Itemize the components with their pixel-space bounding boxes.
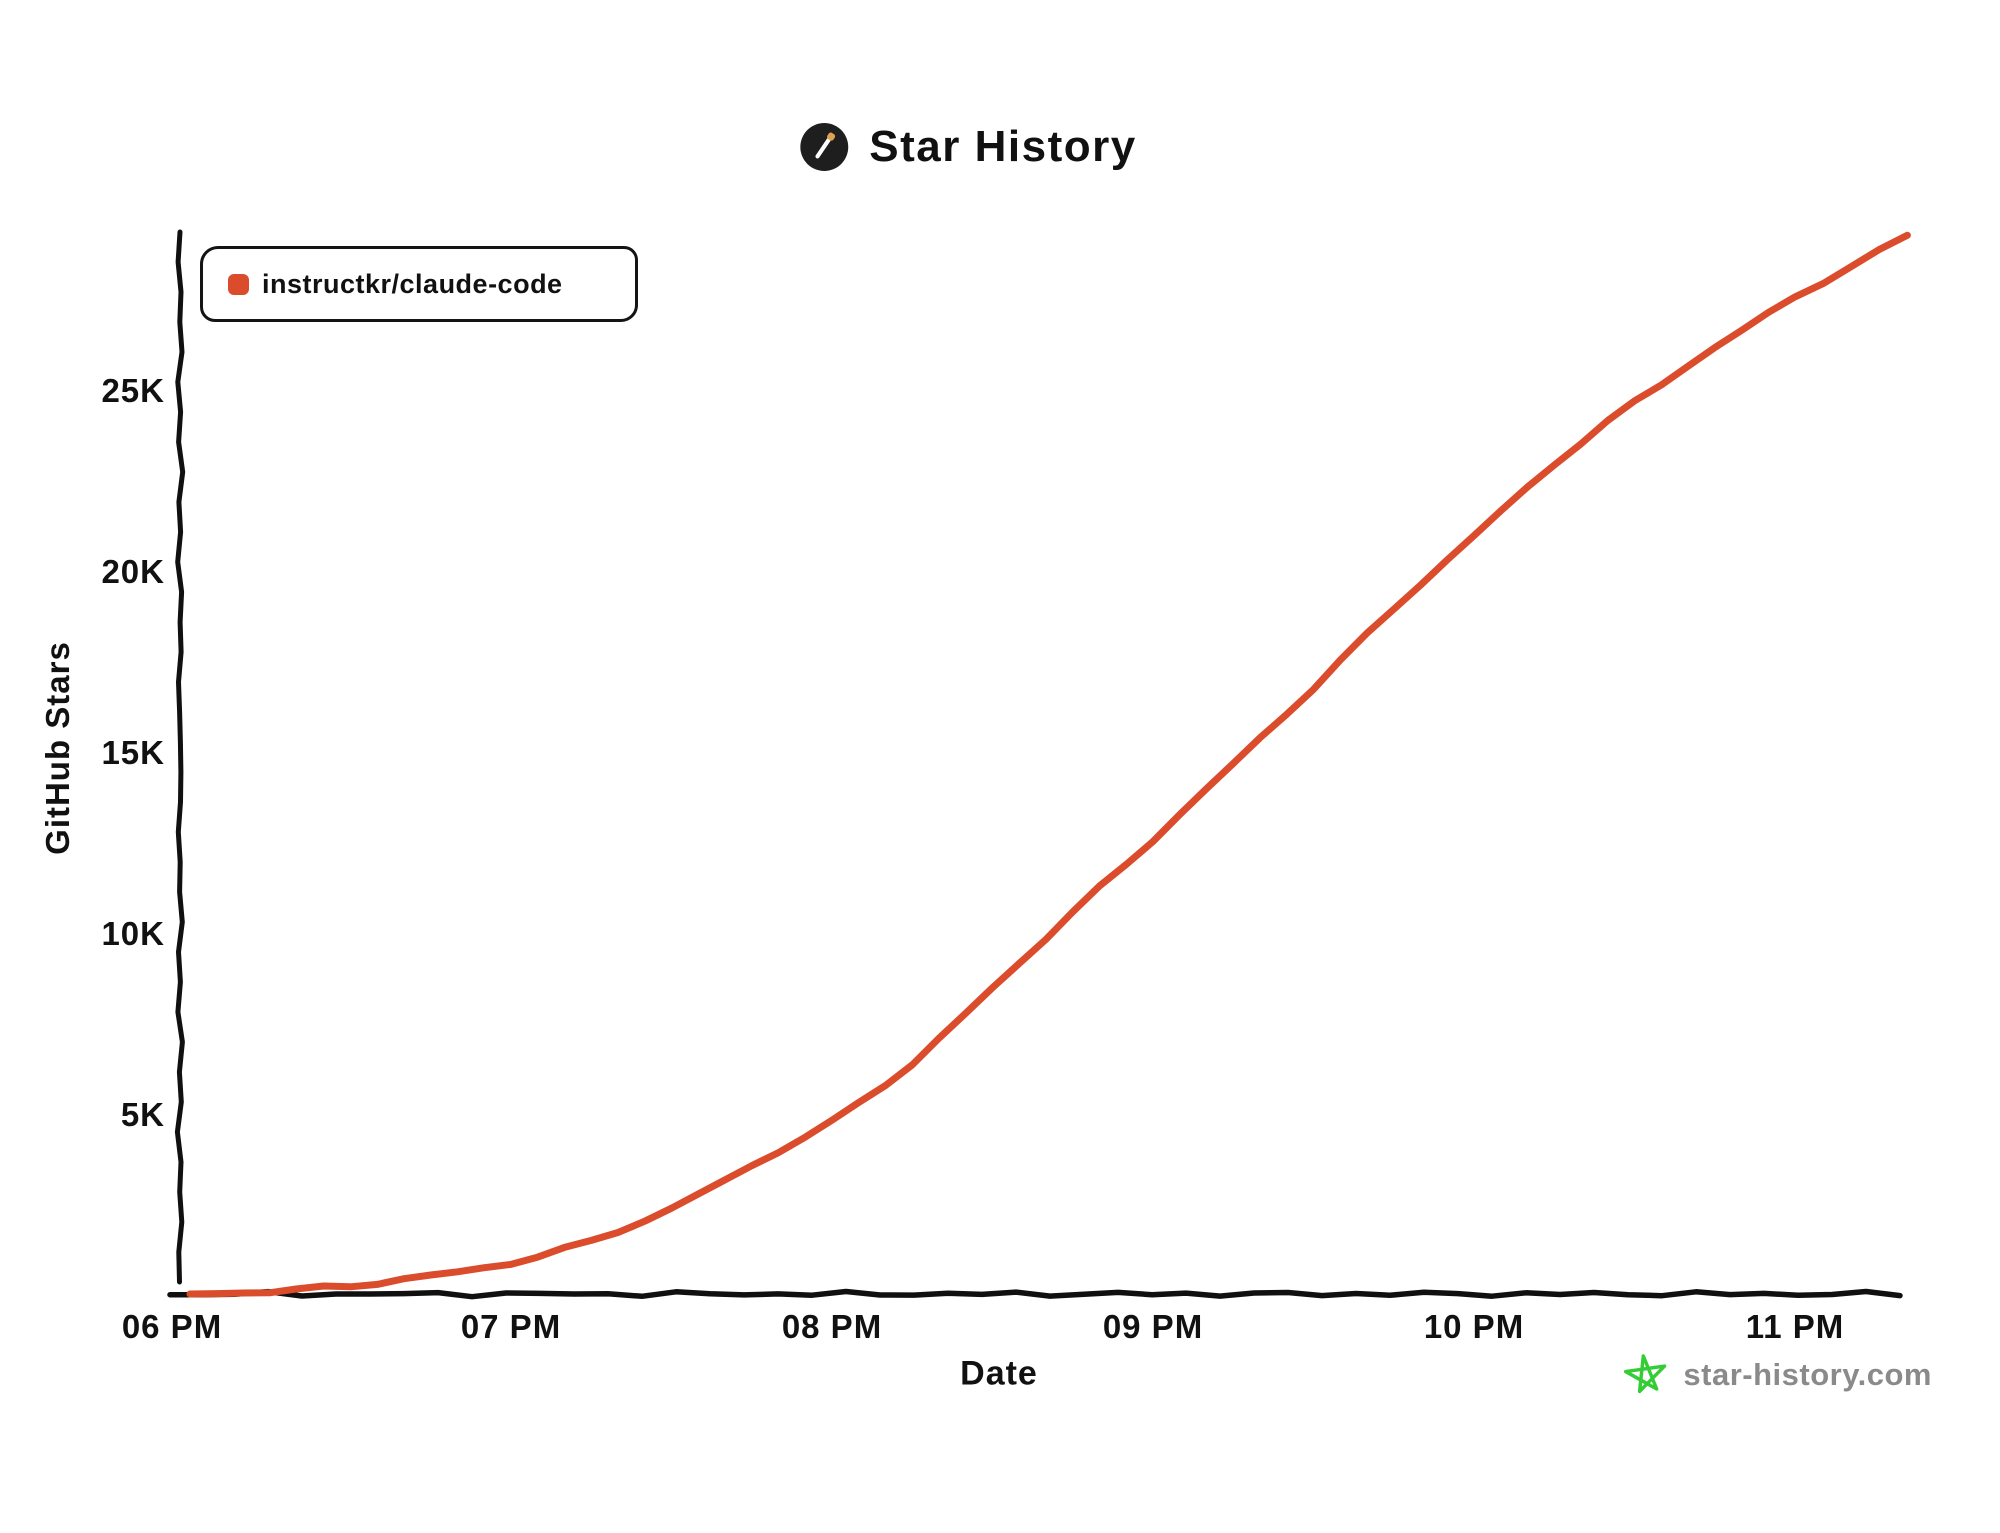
y-tick-label: 15K <box>101 734 165 771</box>
page-title: Star History <box>869 122 1137 171</box>
y-tick-label: 25K <box>101 372 165 409</box>
x-tick-label: 10 PM <box>1423 1308 1525 1345</box>
legend-box: instructkr/claude-code <box>200 246 638 322</box>
chart-header: Star History <box>799 122 1136 172</box>
x-axis-title: Date <box>960 1354 1038 1393</box>
legend-series-marker <box>228 273 249 295</box>
y-axis-line <box>174 229 186 1285</box>
y-tick-label: 5K <box>120 1096 165 1133</box>
watermark-text: star-history.com <box>1683 1357 1932 1392</box>
y-tick-label: 10K <box>101 915 165 952</box>
y-axis-title: GitHub Stars <box>39 641 76 855</box>
x-axis-line <box>167 1288 1903 1300</box>
x-tick-label: 11 PM <box>1745 1308 1845 1345</box>
x-tick-label: 08 PM <box>781 1308 883 1345</box>
green-star-icon <box>1624 1354 1667 1394</box>
star-history-logo-icon <box>800 123 849 171</box>
y-tick-label: 20K <box>101 553 165 590</box>
legend-series-label: instructkr/claude-code <box>262 268 563 299</box>
x-tick-label: 09 PM <box>1102 1308 1204 1345</box>
x-tick-label: 06 PM <box>121 1308 223 1345</box>
watermark: star-history.com <box>1623 1352 1932 1398</box>
x-tick-label: 07 PM <box>460 1308 562 1345</box>
star-series-line <box>186 231 1911 1298</box>
